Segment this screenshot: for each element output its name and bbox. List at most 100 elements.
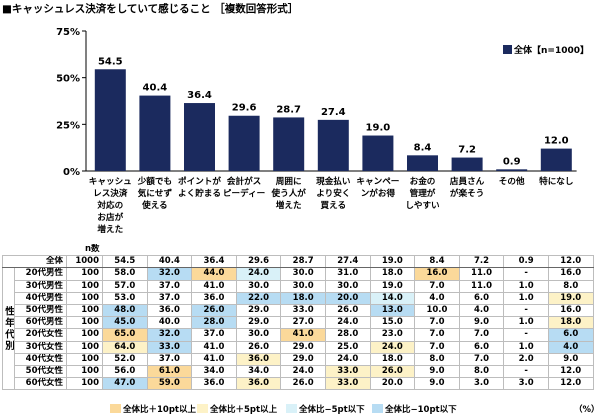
n-header: n数 xyxy=(84,244,100,255)
legend-up5-label: 全体比＋5pt以上 xyxy=(210,405,278,415)
table-cell: 4.0 xyxy=(547,340,594,354)
bar-value-label: 19.0 xyxy=(366,123,391,134)
bar-value-label: 54.5 xyxy=(98,56,123,67)
header-blank xyxy=(103,244,148,256)
header-blank xyxy=(147,244,192,256)
row-n: 100 xyxy=(66,352,103,366)
table-cell: 53.0 xyxy=(102,291,148,305)
bar-value-label: 36.4 xyxy=(187,90,212,101)
table-cell: 28.0 xyxy=(324,328,371,342)
table-cell: 12.0 xyxy=(547,364,594,379)
table-cell: 7.0 xyxy=(458,328,505,342)
category-label: が楽そう xyxy=(450,187,484,199)
chart-title: ■キャッシュレス決済をしていて感じること ［複数回答形式］ xyxy=(2,3,299,15)
table-cell: 64.0 xyxy=(102,340,148,354)
category-label: ンがお得 xyxy=(361,187,396,199)
bar xyxy=(317,119,349,171)
table-cell: 6.0 xyxy=(547,328,594,342)
legend-up10-label: 全体比＋10pt以上 xyxy=(123,405,196,415)
row-label: 40代男性 xyxy=(14,291,67,305)
group-label: 性年代別 xyxy=(2,267,15,391)
table-cell: 20.0 xyxy=(324,291,371,305)
table-cell: 18.0 xyxy=(547,316,594,330)
table-cell: 44.0 xyxy=(191,267,237,281)
header-blank xyxy=(370,244,415,256)
table-cell: 10.0 xyxy=(414,303,460,318)
table-cell: 19.0 xyxy=(547,291,594,305)
bar xyxy=(273,117,305,171)
table-cell: 24.0 xyxy=(235,267,282,281)
category-label: 店員さん xyxy=(450,175,485,187)
table-cell: 4.0 xyxy=(458,303,505,318)
bar xyxy=(184,103,215,171)
table-cell: 7.0 xyxy=(414,316,460,330)
table-cell: 33.0 xyxy=(280,303,326,318)
legend-up5: 全体比＋5pt以上 xyxy=(197,403,277,415)
table-cell: 15.0 xyxy=(369,316,416,330)
bar-value-label: 28.7 xyxy=(276,104,301,115)
table-cell: 4.0 xyxy=(414,291,460,305)
table-cell: 3.0 xyxy=(458,377,505,391)
table-header-row: n数 xyxy=(3,244,594,256)
table-cell: 31.0 xyxy=(324,267,371,281)
legend-down5-swatch xyxy=(286,404,297,413)
table-cell: 54.5 xyxy=(102,255,148,269)
table-row: 30代男性 100 57.0 37.0 41.0 30.0 30.0 30.0 19.0 7.0 1… xyxy=(3,279,594,293)
table-row: 50代女性 100 56.0 61.0 34.0 34.0 24.0 33.0 26.0 9.0 8… xyxy=(3,364,594,379)
category-label: ポイントが xyxy=(178,175,221,187)
category-label: 気にせず xyxy=(138,187,173,199)
row-n: 100 xyxy=(66,340,103,354)
table-cell: 57.0 xyxy=(102,279,148,293)
table-cell: 24.0 xyxy=(369,340,416,354)
table-cell: 30.0 xyxy=(280,279,326,293)
table-cell: 47.0 xyxy=(102,377,148,391)
header-blank xyxy=(504,244,549,256)
table-cell: 29.0 xyxy=(280,340,326,354)
table-cell: 26.0 xyxy=(324,303,371,318)
bar xyxy=(496,169,528,171)
row-n: 100 xyxy=(66,279,103,293)
table-cell: 30.0 xyxy=(324,279,371,293)
table-cell: 7.0 xyxy=(458,352,505,366)
row-label: 50代男性 xyxy=(14,303,67,318)
table-cell: 1.0 xyxy=(503,316,549,330)
table-cell: 23.0 xyxy=(369,328,416,342)
table-cell: 36.0 xyxy=(146,303,193,318)
table-row: 60代男性 100 45.0 40.0 28.0 29.0 27.0 24.0 15.0 7.0 9… xyxy=(3,316,594,330)
category-label: 使う人が xyxy=(271,187,307,199)
bar xyxy=(540,148,572,171)
legend-down5: 全体比−5pt以下 xyxy=(286,403,365,415)
table-row: 40代女性 100 52.0 37.0 41.0 36.0 29.0 24.0 18.0 8.0 7… xyxy=(3,352,594,366)
table-cell: 1.0 xyxy=(503,291,549,305)
table-cell: 36.0 xyxy=(191,291,237,305)
table-row: 性年代別 20代男性 100 58.0 32.0 44.0 24.0 30.0 31.0 18.0… xyxy=(2,267,594,391)
table-cell: 11.0 xyxy=(458,279,505,293)
table-cell: 7.0 xyxy=(414,328,460,342)
table-cell: 30.0 xyxy=(280,267,326,281)
table-cell: 20.0 xyxy=(369,377,416,391)
bar xyxy=(407,155,438,171)
bar-value-label: 8.4 xyxy=(414,142,432,153)
table-cell: 25.0 xyxy=(324,340,371,354)
table-cell: 9.0 xyxy=(547,352,594,366)
bar xyxy=(362,135,394,171)
category-label: キャッシュ xyxy=(89,176,132,187)
header-blank xyxy=(192,244,237,256)
table-cell: 1.0 xyxy=(503,340,549,354)
table-cell: 29.0 xyxy=(280,352,326,366)
table-cell: 28.0 xyxy=(191,316,237,330)
table-cell: 2.0 xyxy=(503,352,549,366)
row-label: 60代男性 xyxy=(14,316,67,330)
legend-up10: 全体比＋10pt以上 xyxy=(110,403,196,415)
row-label: 全体 xyxy=(2,255,67,269)
table-cell: 12.0 xyxy=(547,377,594,391)
table-cell: 29.6 xyxy=(235,255,282,269)
table-cell: 61.0 xyxy=(146,364,193,379)
row-n: 100 xyxy=(66,303,103,318)
category-label: ピーディー xyxy=(223,187,265,199)
table-cell: 16.0 xyxy=(414,267,460,281)
table-cell: 34.0 xyxy=(191,364,237,379)
table-cell: 3.0 xyxy=(503,377,549,391)
table-cell: 0.9 xyxy=(503,255,549,269)
table-cell: 8.0 xyxy=(547,279,594,293)
